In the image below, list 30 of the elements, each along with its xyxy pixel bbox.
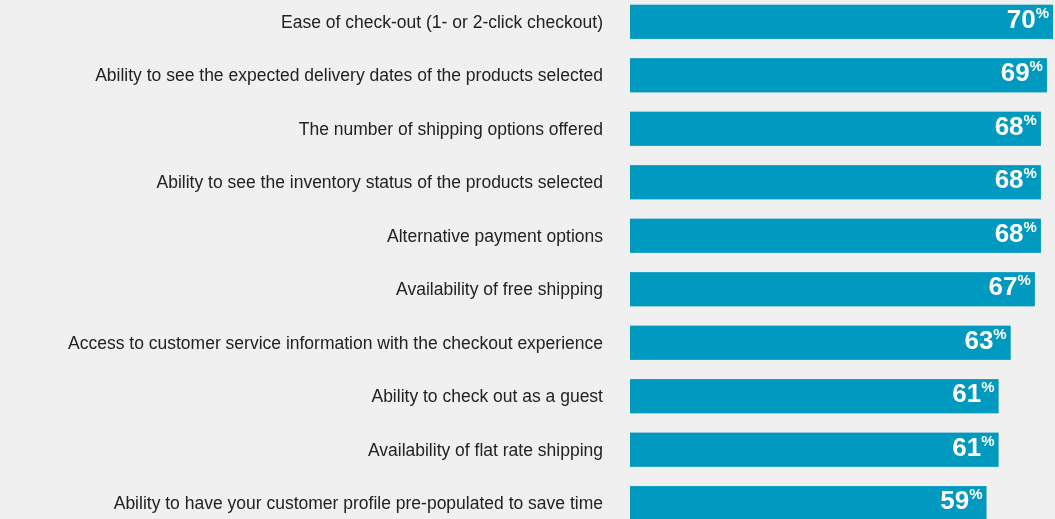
data-label: 63$^{%}$ [964,324,1007,355]
data-label: 67$^{%}$ [988,270,1031,302]
y-tick-label: Ability to have your customer profile pre-populated to save time [113,493,603,514]
data-label: 68$^{%}$ [994,217,1037,248]
y-tick-label: Ability to check out as a guest [371,386,604,407]
bar [630,111,1041,146]
y-tick-label: The number of shipping options offered [298,118,603,139]
data-label: 61$^{%}$ [952,377,995,409]
bar [630,58,1047,93]
y-tick-label: Availability of flat rate shipping [367,439,603,460]
bar [630,486,987,519]
y-tick-label: Alternative payment options [387,225,604,246]
bar [630,379,999,414]
y-tick-label: Ability to see the expected delivery dates of the products selected [95,65,603,86]
data-label: 68$^{%}$ [994,163,1037,195]
y-tick-label: Ease of check-out (1- or 2-click checkout) [281,11,603,32]
bar [630,272,1035,307]
y-tick-label: Availability of free shipping [396,279,603,300]
y-tick-label: Access to customer service information with the checkout experience [68,332,603,353]
data-label: 70$^{%}$ [1006,3,1049,34]
data-label: 68$^{%}$ [994,110,1037,141]
bar [630,165,1041,200]
data-label: 69$^{%}$ [1000,56,1043,88]
data-label: 61$^{%}$ [952,431,995,462]
y-tick-label: Ability to see the inventory status of the products selected [156,172,603,193]
bar [630,218,1041,253]
bar [630,325,1011,360]
data-label: 59$^{%}$ [940,484,983,516]
bar [630,432,999,467]
bar [630,4,1053,39]
